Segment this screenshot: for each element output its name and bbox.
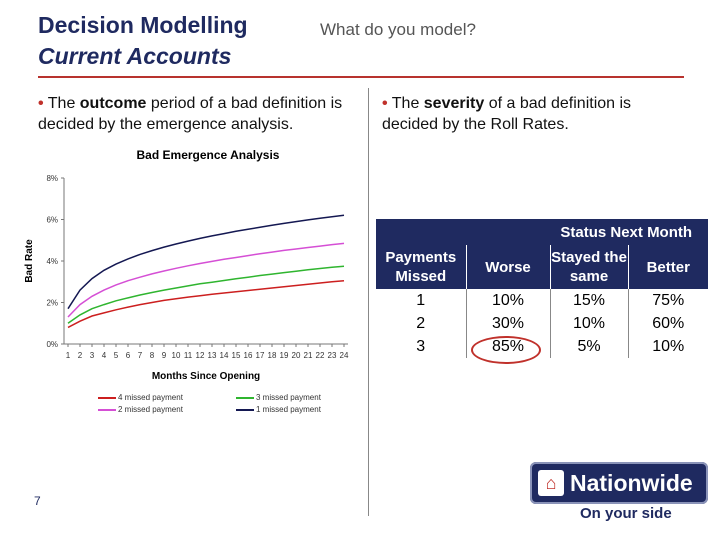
y-tick-label: 6% bbox=[46, 216, 58, 225]
x-tick-label: 12 bbox=[196, 351, 205, 360]
table-row: 3 85% 5% 10% bbox=[376, 335, 708, 358]
x-tick-label: 4 bbox=[102, 351, 107, 360]
logo-tagline: On your side bbox=[580, 505, 672, 522]
bullet-dot: • bbox=[38, 95, 44, 112]
y-tick-label: 8% bbox=[46, 174, 58, 183]
left-bullet-prefix: The bbox=[47, 95, 80, 112]
row-label: 2 bbox=[376, 312, 467, 335]
table-cell: 75% bbox=[652, 291, 685, 309]
column-divider bbox=[368, 88, 369, 516]
table-cell: 10% bbox=[466, 289, 551, 312]
left-bullet-bold: outcome bbox=[79, 95, 147, 112]
x-tick-label: 8 bbox=[150, 351, 155, 360]
series-line-2-missed-payment bbox=[67, 242, 345, 318]
slide-subtitle: What do you model? bbox=[320, 20, 476, 39]
x-tick-label: 1 bbox=[66, 351, 71, 360]
column-header: Better bbox=[628, 245, 709, 289]
x-tick-label: 18 bbox=[268, 351, 277, 360]
x-tick-label: 9 bbox=[162, 351, 167, 360]
table-row: 2 30% 10% 60% bbox=[376, 312, 708, 335]
legend-swatch bbox=[236, 396, 254, 399]
right-bullet-bold: severity bbox=[423, 95, 485, 112]
series-line-1-missed-payment bbox=[67, 214, 345, 310]
x-tick-label: 6 bbox=[126, 351, 131, 360]
table-cell: 10% bbox=[652, 337, 685, 355]
x-tick-label: 24 bbox=[340, 351, 349, 360]
house-icon: ⌂ bbox=[538, 470, 564, 496]
left-bullet-suffix: period of a bad definition is decided by… bbox=[38, 95, 343, 133]
nationwide-logo: ⌂ Nationwide bbox=[530, 462, 708, 504]
table-row: 1 10% 15% 75% bbox=[376, 289, 708, 312]
legend-label: 4 missed payment bbox=[118, 393, 183, 402]
x-tick-label: 17 bbox=[256, 351, 265, 360]
x-tick-label: 7 bbox=[138, 351, 143, 360]
table-cell: 5% bbox=[550, 335, 629, 358]
x-tick-label: 23 bbox=[328, 351, 337, 360]
x-tick-label: 19 bbox=[280, 351, 289, 360]
highlight-circle bbox=[471, 336, 541, 364]
x-tick-label: 3 bbox=[90, 351, 95, 360]
x-tick-label: 2 bbox=[78, 351, 83, 360]
slide-title: Decision Modelling Current Accounts bbox=[38, 10, 248, 72]
legend-swatch bbox=[98, 408, 116, 411]
table-cell: 10% bbox=[550, 312, 629, 335]
legend-swatch bbox=[98, 396, 116, 399]
table-cell: 60% bbox=[652, 314, 685, 332]
legend-swatch bbox=[236, 408, 254, 411]
x-tick-label: 16 bbox=[244, 351, 253, 360]
payments-missed-header: Payments Missed bbox=[376, 245, 467, 289]
title-line-2: Current Accounts bbox=[38, 43, 232, 69]
row-label: 3 bbox=[376, 335, 467, 358]
legend-item: 3 missed payment bbox=[236, 393, 321, 402]
roll-rate-table: Status Next Month Payments Missed Worse … bbox=[376, 219, 709, 358]
legend-item: 4 missed payment bbox=[98, 393, 183, 402]
table-cell: 15% bbox=[550, 289, 629, 312]
right-bullet: • The severity of a bad definition is de… bbox=[382, 93, 682, 135]
right-bullet-prefix: The bbox=[391, 95, 424, 112]
legend-label: 2 missed payment bbox=[118, 405, 183, 414]
legend-item: 1 missed payment bbox=[236, 405, 321, 414]
x-tick-label: 10 bbox=[172, 351, 181, 360]
x-tick-label: 20 bbox=[292, 351, 301, 360]
table-cell: 30% bbox=[466, 312, 551, 335]
series-line-4-missed-payment bbox=[67, 279, 345, 329]
y-axis-label: Bad Rate bbox=[24, 239, 35, 283]
x-tick-label: 21 bbox=[304, 351, 313, 360]
bullet-dot: • bbox=[382, 95, 388, 112]
x-tick-label: 11 bbox=[184, 351, 193, 360]
x-tick-label: 5 bbox=[114, 351, 119, 360]
legend-item: 2 missed payment bbox=[98, 405, 183, 414]
logo-text: Nationwide bbox=[570, 469, 693, 496]
x-axis-label: Months Since Opening bbox=[152, 371, 260, 382]
page-number: 7 bbox=[34, 494, 41, 508]
x-tick-label: 22 bbox=[316, 351, 325, 360]
column-header: Stayed the same bbox=[550, 245, 629, 289]
column-header: Worse bbox=[466, 245, 551, 289]
x-tick-label: 14 bbox=[220, 351, 229, 360]
y-tick-label: 4% bbox=[46, 257, 58, 266]
left-bullet: • The outcome period of a bad definition… bbox=[38, 93, 368, 135]
y-tick-label: 2% bbox=[46, 299, 58, 308]
title-line-1: Decision Modelling bbox=[38, 12, 248, 38]
chart-title: Bad Emergence Analysis bbox=[136, 148, 280, 162]
bad-emergence-chart: 0%2%4%6%8%1 2 3 4 5 6 7 8 9 10 11 12 13 14 15 16 17 18 19 2… bbox=[24, 174, 349, 382]
x-tick-label: 15 bbox=[232, 351, 241, 360]
legend-label: 1 missed payment bbox=[256, 405, 321, 414]
header-rule bbox=[38, 76, 684, 78]
row-label: 1 bbox=[376, 289, 467, 312]
right-bullet-suffix: of a bad definition is decided by the Ro… bbox=[382, 95, 632, 133]
y-tick-label: 0% bbox=[46, 340, 58, 349]
series-line-3-missed-payment bbox=[67, 265, 345, 324]
x-tick-label: 13 bbox=[208, 351, 217, 360]
legend-label: 3 missed payment bbox=[256, 393, 321, 402]
status-next-month-header: Status Next Month bbox=[376, 219, 709, 245]
